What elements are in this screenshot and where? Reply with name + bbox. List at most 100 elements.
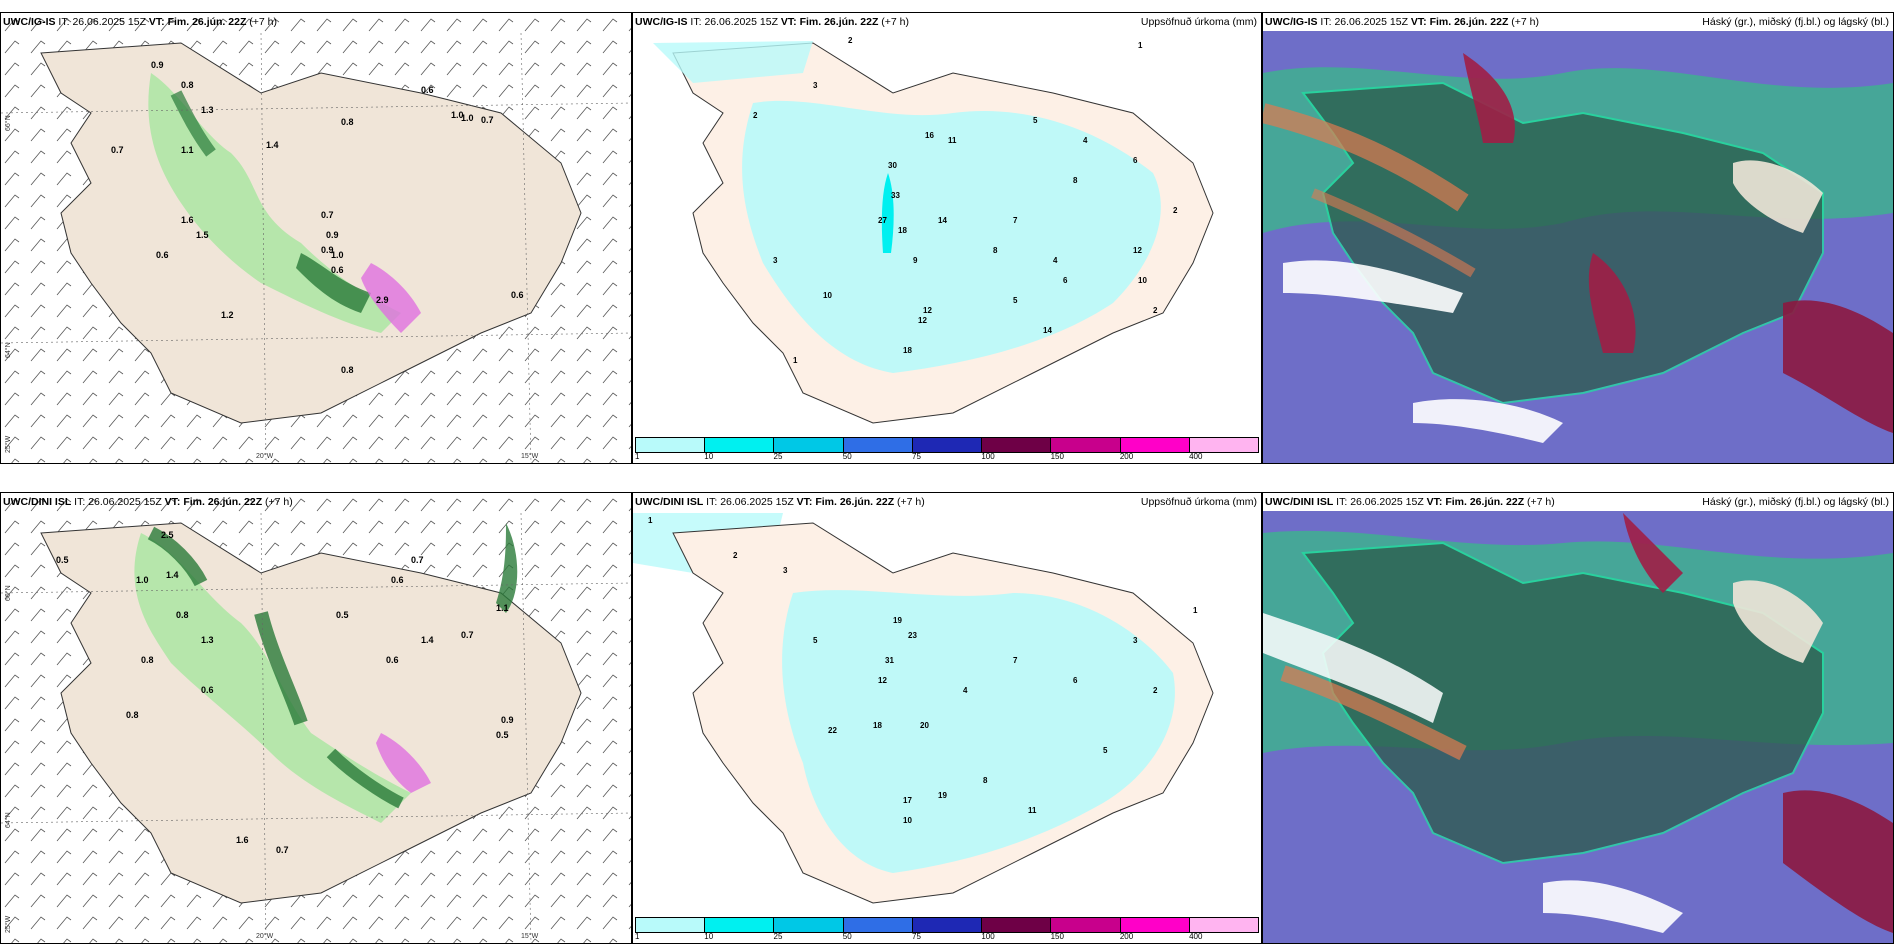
- cloud-map: [1263, 511, 1893, 943]
- precip-value: 33: [891, 191, 900, 200]
- precip-value: 5: [1013, 296, 1018, 305]
- precip-map: 1 2 3 5 19 23 31 22 18 12 20 17 19 8 10 …: [633, 511, 1261, 915]
- wind-value: 1.0: [331, 250, 344, 260]
- colorbar-label: 150: [1050, 452, 1064, 461]
- colorbar-label: 100: [981, 452, 995, 461]
- colorbar-label: 200: [1119, 932, 1134, 941]
- panel-header: UWC/DINI ISL IT: 26.06.2025 15Z VT: Fim.…: [635, 496, 1257, 508]
- precip-colorbar: 1 10 25 50 75 100 150 200 400: [633, 915, 1261, 943]
- precip-value: 23: [908, 631, 917, 640]
- cloud-map-panel-bottom: UWC/DINI ISL IT: 26.06.2025 15Z VT: Fim.…: [1262, 492, 1894, 944]
- precip-value: 18: [873, 721, 882, 730]
- precip-value: 12: [878, 676, 887, 685]
- wind-value: 1.1: [181, 145, 194, 155]
- wind-value: 0.8: [341, 117, 354, 127]
- precip-value: 1: [793, 356, 798, 365]
- wind-value: 1.3: [201, 105, 214, 115]
- precip-value: 2: [733, 551, 738, 560]
- precip-value: 10: [903, 816, 912, 825]
- wind-value: 1.5: [196, 230, 209, 240]
- precip-value: 7: [1013, 656, 1018, 665]
- panel-header: UWC/DINI ISL IT: 26.06.2025 15Z VT: Fim.…: [1265, 496, 1889, 508]
- wind-value: 2.5: [161, 530, 174, 540]
- colorbar-label: 25: [773, 452, 783, 461]
- colorbar-swatch: [705, 438, 775, 452]
- precip-value: 5: [813, 636, 818, 645]
- wind-value: 0.8: [341, 365, 354, 375]
- precip-value: 17: [903, 796, 912, 805]
- precip-map-panel-top: UWC/IG-IS IT: 26.06.2025 15Z VT: Fim. 26…: [632, 12, 1262, 464]
- wind-value: 0.9: [151, 60, 164, 70]
- colorbar-swatch: [1051, 918, 1121, 932]
- colorbar-swatch: [1120, 918, 1190, 932]
- lat-label: 25°W: [5, 915, 12, 933]
- colorbar-swatch: [843, 918, 913, 932]
- lat-label: 64°N: [5, 812, 12, 828]
- precip-value: 8: [993, 246, 998, 255]
- lon-label: 15°W: [521, 453, 539, 460]
- wind-value: 0.7: [411, 555, 424, 565]
- wind-map-panel-bottom: UWC/DINI ISL IT: 26.06.2025 15Z VT: Fim.…: [0, 492, 632, 944]
- precip-value: 11: [1028, 806, 1037, 815]
- wind-value: 0.7: [461, 630, 474, 640]
- wind-value: 0.9: [321, 245, 334, 255]
- precip-value: 19: [893, 616, 902, 625]
- wind-value: 0.6: [421, 85, 434, 95]
- wind-value: 0.6: [391, 575, 404, 585]
- precip-value: 16: [925, 131, 934, 140]
- colorbar-swatch: [774, 438, 844, 452]
- wind-map-panel-top: UWC/IG-IS IT: 26.06.2025 15Z VT: Fim. 26…: [0, 12, 632, 464]
- colorbar-swatch: [982, 918, 1052, 932]
- precip-value: 12: [918, 316, 927, 325]
- lat-label: 66°N: [5, 585, 12, 601]
- precip-value: 8: [1073, 176, 1078, 185]
- colorbar-swatch: [1051, 438, 1121, 452]
- precip-value: 2: [1173, 206, 1178, 215]
- wind-map: 0.9 0.8 1.3 0.6 1.0 0.7 0.8 1.4 1.1 0.7 …: [1, 13, 631, 463]
- precip-value: 14: [1043, 326, 1052, 335]
- lon-label: 20°W: [256, 933, 274, 940]
- wind-value: 1.6: [181, 215, 194, 225]
- panel-header: UWC/IG-IS IT: 26.06.2025 15Z VT: Fim. 26…: [1265, 16, 1889, 28]
- colorbar-label: 50: [842, 452, 852, 461]
- wind-value: 0.7: [111, 145, 124, 155]
- precip-value: 6: [1073, 676, 1078, 685]
- precip-value: 3: [773, 256, 778, 265]
- colorbar-swatch: [636, 438, 706, 452]
- precip-value: 2: [1153, 686, 1158, 695]
- wind-value: 1.0: [136, 575, 149, 585]
- precip-value: 2: [848, 36, 853, 45]
- precip-colorbar: 1 10 25 50 75 100 150 200 400: [633, 435, 1261, 463]
- wind-value: 0.7: [276, 845, 289, 855]
- wind-value: 1.2: [221, 310, 234, 320]
- precip-value: 2: [753, 111, 758, 120]
- wind-value: 1.4: [266, 140, 279, 150]
- colorbar-swatch: [912, 438, 983, 452]
- precip-value: 19: [938, 791, 947, 800]
- precip-value: 27: [878, 216, 887, 225]
- precip-value: 3: [783, 566, 788, 575]
- precip-value: 18: [898, 226, 907, 235]
- precip-value: 18: [903, 346, 912, 355]
- cloud-map: [1263, 31, 1893, 463]
- precip-value: 12: [923, 306, 932, 315]
- colorbar-swatch: [1120, 438, 1190, 452]
- lon-label: 20°W: [256, 453, 274, 460]
- wind-value: 0.8: [141, 655, 154, 665]
- colorbar-swatch: [705, 918, 775, 932]
- wind-value: 1.3: [201, 635, 214, 645]
- wind-value: 0.5: [56, 555, 69, 565]
- panel-header: UWC/DINI ISL IT: 26.06.2025 15Z VT: Fim.…: [3, 496, 293, 508]
- precip-map: 2 1 3 2 5 4 6 30 33 27 18 16 11 14 8 12 …: [633, 31, 1261, 435]
- wind-value: 0.7: [481, 115, 494, 125]
- precip-value: 11: [948, 136, 957, 145]
- precip-value: 10: [823, 291, 832, 300]
- wind-value: 0.8: [176, 610, 189, 620]
- colorbar-label: 150: [1050, 932, 1064, 941]
- colorbar-label: 100: [981, 932, 995, 941]
- lon-label: 15°W: [521, 933, 539, 940]
- colorbar-swatch: [774, 918, 844, 932]
- wind-value: 0.5: [336, 610, 349, 620]
- wind-value: 0.6: [156, 250, 169, 260]
- precip-value: 7: [1013, 216, 1018, 225]
